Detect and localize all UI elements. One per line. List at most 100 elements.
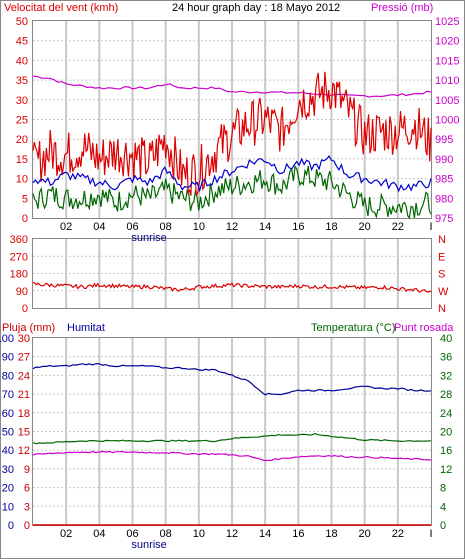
humidity-tick-label: 80	[2, 370, 14, 382]
wind-x-tick-label: 04	[93, 221, 105, 233]
wind-tick-label: 40	[16, 55, 28, 67]
compass-tick-label: S	[438, 269, 445, 281]
temperature-tick-label: 16	[440, 445, 452, 457]
wind-tick-label: 30	[16, 95, 28, 107]
direction-tick-label: 180	[10, 269, 28, 281]
direction-tick-label: 90	[16, 286, 28, 298]
compass-tick-label: W	[438, 286, 449, 298]
climate-x-tick-label: 04	[93, 528, 105, 540]
pressure-tick-label: 1015	[435, 55, 459, 67]
humidity-tick-label: 30	[2, 464, 14, 476]
direction-tick-label: 360	[10, 234, 28, 246]
temperature-tick-label: 12	[440, 464, 452, 476]
rain-tick-label: 9	[24, 464, 30, 476]
wind-x-tick-label: 22	[392, 221, 404, 233]
humidity-tick-label: 60	[2, 408, 14, 420]
rain-tick-label: 21	[18, 389, 30, 401]
temperature-tick-label: 40	[440, 333, 452, 345]
humidity-tick-label: 90	[2, 352, 14, 364]
rain-axis-title: Pluja (mm)	[2, 322, 55, 334]
grid-layer	[33, 21, 431, 525]
wind-x-tick-label: 06	[126, 221, 138, 233]
pressure-tick-label: 995	[435, 134, 453, 146]
humidity-tick-label: 0	[8, 520, 14, 532]
humidity-axis-title: Humitat	[67, 322, 105, 334]
temperature-line	[32, 432, 432, 445]
compass-tick-label: N	[438, 234, 446, 246]
humidity-line	[32, 363, 432, 396]
temperature-tick-label: 20	[440, 427, 452, 439]
wind-tick-label: 45	[16, 36, 28, 48]
chart-title: 24 hour graph day : 18 Mayo 2012	[172, 2, 340, 14]
pressure-axis-title: Pressió (mb)	[371, 2, 433, 14]
climate-x-tick-label: I	[429, 528, 432, 540]
wind-x-tick-label: 18	[325, 221, 337, 233]
sunrise-label: sunrise	[131, 539, 166, 551]
wind-tick-label: 5	[22, 193, 28, 205]
climate-x-tick-label: 06	[126, 528, 138, 540]
temperature-tick-label: 24	[440, 408, 452, 420]
wind-x-tick-label: 10	[193, 221, 205, 233]
wind-panel-frame	[32, 20, 432, 219]
temperature-tick-label: 28	[440, 389, 452, 401]
direction-line	[32, 282, 431, 293]
wind-x-tick-label: 02	[60, 221, 72, 233]
rain-tick-label: 6	[24, 483, 30, 495]
pressure-tick-label: 1010	[435, 75, 459, 87]
dewpoint-axis-title: Punt rosada	[394, 322, 454, 334]
wind-x-tick-label: 16	[292, 221, 304, 233]
wind-speed-line	[32, 71, 432, 196]
temperature-tick-label: 32	[440, 370, 452, 382]
wind-x-tick-label: 08	[160, 221, 172, 233]
sunrise-label: sunrise	[131, 232, 166, 244]
pressure-tick-label: 990	[435, 154, 453, 166]
pressure-tick-label: 985	[435, 174, 453, 186]
climate-x-tick-label: 08	[160, 528, 172, 540]
rain-tick-label: 24	[18, 370, 30, 382]
rain-tick-label: 3	[24, 501, 30, 513]
pressure-tick-label: 975	[435, 213, 453, 225]
humidity-tick-label: 100	[0, 333, 14, 345]
tick-labels-layer: 0510152025303540455097598098599099510001…	[0, 16, 459, 551]
pressure-tick-label: 1005	[435, 95, 459, 107]
wind-x-tick-label: 12	[226, 221, 238, 233]
rain-tick-label: 27	[18, 352, 30, 364]
wind-avg-line	[32, 155, 432, 193]
temperature-tick-label: 0	[440, 520, 446, 532]
dewpoint-line	[32, 450, 432, 462]
pressure-tick-label: 1000	[435, 115, 459, 127]
climate-x-tick-label: 10	[193, 528, 205, 540]
humidity-tick-label: 40	[2, 445, 14, 457]
climate-x-tick-label: 02	[60, 528, 72, 540]
wind-tick-label: 35	[16, 75, 28, 87]
pressure-line	[32, 75, 432, 98]
wind-tick-label: 20	[16, 134, 28, 146]
compass-tick-label: N	[438, 303, 446, 315]
climate-x-tick-label: 20	[359, 528, 371, 540]
climate-x-tick-label: 16	[292, 528, 304, 540]
rain-tick-label: 0	[24, 520, 30, 532]
climate-x-tick-label: 14	[259, 528, 271, 540]
compass-tick-label: E	[438, 251, 445, 263]
climate-x-tick-label: 22	[392, 528, 404, 540]
rain-tick-label: 12	[18, 445, 30, 457]
temperature-tick-label: 8	[440, 483, 446, 495]
humidity-tick-label: 20	[2, 483, 14, 495]
direction-tick-label: 0	[22, 303, 28, 315]
wind-tick-label: 10	[16, 174, 28, 186]
wind-tick-label: 50	[16, 16, 28, 28]
wind-axis-title: Velocitat del vent (kmh)	[4, 2, 118, 14]
humidity-tick-label: 70	[2, 389, 14, 401]
temperature-tick-label: 36	[440, 352, 452, 364]
wind-tick-label: 15	[16, 154, 28, 166]
humidity-tick-label: 10	[2, 501, 14, 513]
wind-min-line	[32, 164, 432, 220]
pressure-tick-label: 1020	[435, 36, 459, 48]
rain-tick-label: 18	[18, 408, 30, 420]
wind-x-tick-label: 20	[359, 221, 371, 233]
temperature-axis-title: Temperatura (°C)	[311, 322, 395, 334]
rain-tick-label: 15	[18, 427, 30, 439]
wind-x-tick-label: I	[429, 221, 432, 233]
